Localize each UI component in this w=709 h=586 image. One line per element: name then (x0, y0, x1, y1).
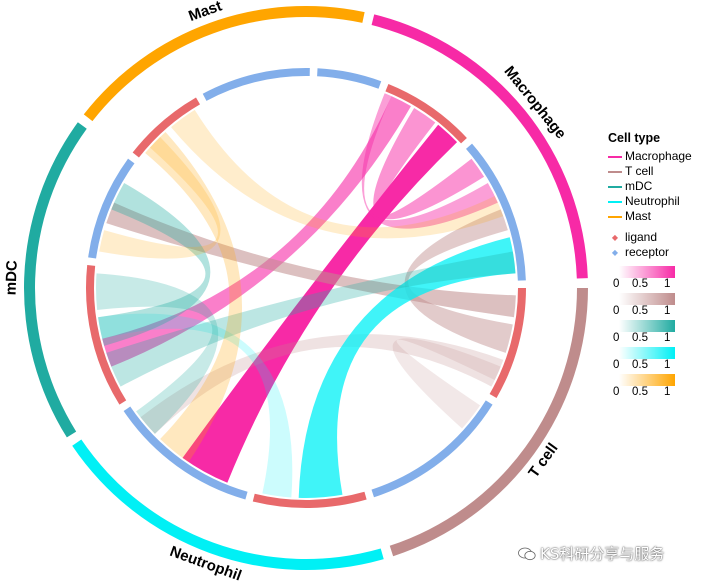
chord-link-neutrophil (98, 313, 293, 498)
legend-item-label: ligand (625, 230, 658, 244)
legend-item-mdc: mDC (608, 179, 708, 194)
colorbar-ticks: 0 0.5 1 (608, 359, 708, 374)
role-segment-receptor (202, 68, 310, 101)
role-segment-receptor (465, 143, 526, 281)
chord-link-mast (145, 131, 243, 463)
colorbar-tick-label: 0 (613, 278, 620, 290)
colorbar: 0 0.5 1 (608, 266, 708, 293)
chord-link-mast (171, 109, 504, 239)
colorbar-gradient (619, 347, 675, 359)
legend-line-swatch (608, 200, 622, 203)
role-track (86, 68, 526, 508)
chord-link-t-cell (404, 209, 513, 353)
chord-link-mdc (98, 183, 211, 346)
cell-type-track (24, 6, 588, 571)
legend-line-swatch (608, 155, 622, 158)
colorbar: 0 0.5 1 (608, 320, 708, 347)
colorbar-tick-label: 1 (664, 278, 671, 290)
colorbar-legend: 0 0.5 1 0 0.5 1 0 0.5 1 0 0.5 1 0 0.5 1 (608, 266, 708, 401)
colorbar-tick-label: 1 (664, 359, 671, 371)
legend-item-mast: Mast (608, 209, 708, 224)
colorbar-tick-label: 0 (613, 386, 620, 398)
colorbar-tick-label: 0.5 (632, 359, 648, 371)
chord-link-t-cell (392, 338, 501, 429)
colorbar-tick-label: 0.5 (632, 386, 648, 398)
chord-link-macrophage (373, 107, 485, 220)
role-segment-receptor (371, 400, 493, 498)
legend-item-receptor: ◆ receptor (608, 245, 708, 260)
diamond-icon: ◆ (611, 233, 619, 242)
chord-link-mast (99, 136, 221, 259)
colorbar-ticks: 0 0.5 1 (608, 386, 708, 401)
legend-item-neutrophil: Neutrophil (608, 194, 708, 209)
legend-item-label: Mast (625, 209, 652, 223)
legend-item-label: Macrophage (625, 149, 692, 163)
sector-neutrophil (72, 439, 384, 571)
colorbar-ticks: 0 0.5 1 (608, 332, 708, 347)
colorbar-tick-label: 1 (664, 386, 671, 398)
chord-link-neutrophil (298, 237, 516, 498)
role-segment-ligand (252, 491, 367, 508)
role-segment-ligand (86, 265, 127, 405)
sector-mdc (24, 122, 87, 438)
colorbar: 0 0.5 1 (608, 347, 708, 374)
colorbar-tick-label: 0 (613, 332, 620, 344)
chord-link-t-cell (140, 334, 504, 434)
role-legend: ◆ ligand ◆ receptor (608, 230, 708, 260)
role-segment-receptor (317, 68, 382, 89)
chord-link-macrophage (102, 96, 411, 367)
legend-panel: Cell type Macrophage T cell mDC Neutrophil M… (608, 131, 708, 401)
colorbar-tick-label: 0.5 (632, 278, 648, 290)
chord-link-macrophage (182, 124, 458, 483)
colorbar-gradient (619, 293, 675, 305)
chord-links (95, 93, 516, 498)
chord-link-mdc (95, 273, 219, 434)
colorbar: 0 0.5 1 (608, 374, 708, 401)
legend-item-macrophage: Macrophage (608, 149, 708, 164)
colorbar-tick-label: 1 (664, 332, 671, 344)
legend-item-label: T cell (625, 164, 654, 178)
colorbar-ticks: 0 0.5 1 (608, 278, 708, 293)
colorbar-gradient (619, 320, 675, 332)
legend-item-t-cell: T cell (608, 164, 708, 179)
legend-line-swatch (608, 185, 622, 188)
legend-line-swatch (608, 170, 622, 173)
colorbar-tick-label: 1 (664, 305, 671, 317)
cell-type-legend: Macrophage T cell mDC Neutrophil Mast (608, 149, 708, 224)
role-segment-receptor (88, 158, 135, 259)
watermark-text: KS科研分享与服务 (540, 545, 665, 563)
colorbar-tick-label: 0.5 (632, 332, 648, 344)
sector-label-mdc: mDC (3, 260, 21, 296)
legend-item-label: receptor (625, 245, 670, 259)
colorbar-tick-label: 0 (613, 359, 620, 371)
legend-item-label: Neutrophil (625, 194, 680, 208)
role-segment-ligand (385, 84, 467, 144)
sector-mast (83, 6, 365, 122)
sector-macrophage (371, 14, 588, 279)
sector-t-cell (389, 288, 588, 557)
watermark: KS科研分享与服务 (518, 543, 664, 564)
colorbar-gradient (619, 266, 675, 278)
colorbar-tick-label: 0.5 (632, 305, 648, 317)
role-segment-receptor (123, 406, 248, 500)
colorbar-tick-label: 0 (613, 305, 620, 317)
colorbar: 0 0.5 1 (608, 293, 708, 320)
role-segment-ligand (489, 288, 526, 398)
colorbar-gradient (619, 374, 675, 386)
legend-item-label: mDC (625, 179, 653, 193)
colorbar-ticks: 0 0.5 1 (608, 305, 708, 320)
wechat-icon (518, 547, 536, 560)
chord-link-mdc (106, 251, 516, 387)
diamond-icon: ◆ (611, 248, 619, 257)
legend-title: Cell type (608, 131, 661, 145)
legend-line-swatch (608, 215, 622, 218)
legend-item-ligand: ◆ ligand (608, 230, 708, 245)
role-segment-ligand (132, 97, 200, 158)
